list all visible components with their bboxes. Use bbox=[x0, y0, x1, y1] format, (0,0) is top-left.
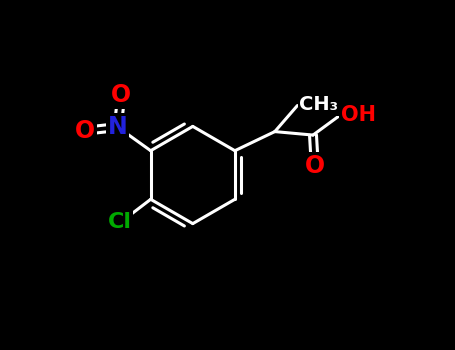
Text: Cl: Cl bbox=[107, 212, 131, 232]
Text: N: N bbox=[108, 115, 127, 139]
Text: O: O bbox=[305, 154, 325, 178]
Text: OH: OH bbox=[341, 105, 376, 125]
Text: CH₃: CH₃ bbox=[299, 95, 338, 114]
Text: O: O bbox=[75, 119, 95, 142]
Text: O: O bbox=[111, 83, 131, 107]
